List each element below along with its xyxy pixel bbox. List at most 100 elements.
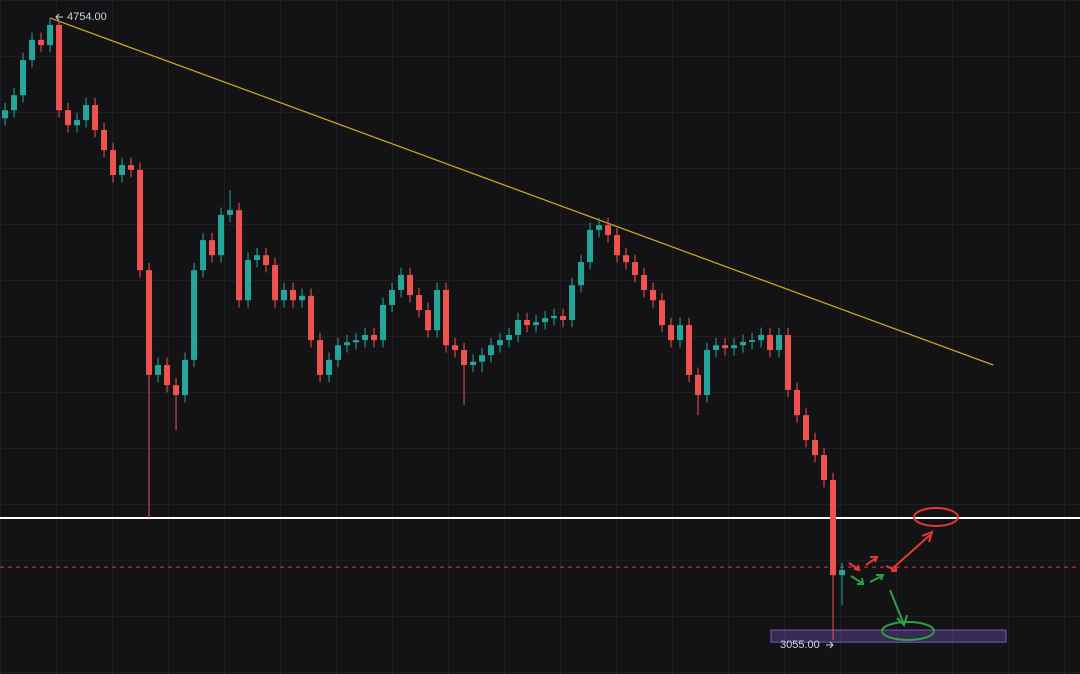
target-ellipse bbox=[913, 507, 959, 527]
drawings bbox=[55, 13, 959, 649]
candle-body bbox=[803, 415, 810, 441]
candle-body bbox=[56, 24, 63, 111]
candle-body bbox=[47, 24, 54, 46]
candle-body bbox=[38, 39, 45, 46]
candle-body bbox=[668, 325, 675, 341]
candle-body bbox=[560, 315, 567, 320]
candle-body bbox=[29, 39, 36, 61]
candle-body bbox=[686, 325, 693, 375]
candle-body bbox=[389, 289, 396, 305]
candle-body bbox=[533, 322, 540, 326]
candle-body bbox=[155, 365, 162, 375]
candle-body bbox=[515, 319, 522, 335]
candle-body bbox=[308, 295, 315, 341]
target-ellipse bbox=[881, 621, 935, 641]
candle-body bbox=[227, 210, 234, 215]
candle-body bbox=[164, 365, 171, 386]
arrow bbox=[850, 574, 885, 585]
candle-body bbox=[398, 274, 405, 290]
candle-body bbox=[497, 340, 504, 346]
candle-body bbox=[110, 150, 117, 175]
candle-body bbox=[128, 165, 135, 170]
candle-body bbox=[812, 440, 819, 456]
candle-body bbox=[749, 340, 756, 342]
candle-body bbox=[137, 169, 144, 271]
candle-body bbox=[740, 341, 747, 346]
candle-body bbox=[146, 270, 153, 375]
candle-body bbox=[578, 262, 585, 286]
candle-body bbox=[191, 270, 198, 360]
candle-body bbox=[776, 334, 783, 350]
candle-body bbox=[11, 95, 18, 111]
candle-body bbox=[641, 274, 648, 290]
candle-body bbox=[839, 570, 846, 576]
candle-body bbox=[695, 374, 702, 396]
candle-body bbox=[236, 210, 243, 301]
candle-body bbox=[767, 334, 774, 350]
candle-body bbox=[569, 285, 576, 320]
candle-body bbox=[353, 340, 360, 343]
arrow bbox=[848, 556, 897, 572]
candle-body bbox=[173, 385, 180, 396]
candle-body bbox=[290, 289, 297, 301]
trendline bbox=[49, 17, 994, 366]
candle-body bbox=[632, 262, 639, 275]
candle-body bbox=[218, 214, 225, 256]
price-label: 4754.00 bbox=[67, 11, 107, 23]
candle-body bbox=[452, 345, 459, 350]
candle-body bbox=[416, 295, 423, 311]
candle-body bbox=[344, 342, 351, 346]
candle-body bbox=[407, 274, 414, 296]
candle-body bbox=[713, 345, 720, 350]
label-arrow bbox=[55, 13, 63, 21]
candle-body bbox=[65, 110, 72, 126]
candle-body bbox=[506, 334, 513, 341]
candle-body bbox=[794, 389, 801, 416]
candle-body bbox=[101, 129, 108, 151]
candle-body bbox=[659, 300, 666, 326]
candle-body bbox=[470, 361, 477, 366]
candle-body bbox=[488, 345, 495, 356]
candle-body bbox=[461, 349, 468, 366]
candle-body bbox=[326, 359, 333, 375]
candle-body bbox=[731, 345, 738, 349]
label-arrow bbox=[826, 641, 834, 649]
candle-body bbox=[74, 120, 81, 126]
candle-body bbox=[272, 265, 279, 301]
candle-body bbox=[425, 310, 432, 331]
candle-body bbox=[20, 60, 27, 96]
candle-body bbox=[119, 165, 126, 175]
arrow bbox=[889, 589, 908, 627]
candle-body bbox=[2, 110, 9, 119]
candle-body bbox=[614, 235, 621, 256]
candle-body bbox=[245, 259, 252, 301]
candle-body bbox=[524, 319, 531, 326]
candle-body bbox=[542, 318, 549, 323]
candle-body bbox=[317, 340, 324, 375]
candle-body bbox=[299, 295, 306, 301]
candle-body bbox=[551, 315, 558, 319]
candle-body bbox=[182, 359, 189, 396]
candle-body bbox=[479, 355, 486, 362]
candle-body bbox=[434, 289, 441, 331]
candle-body bbox=[605, 225, 612, 236]
candle-body bbox=[362, 334, 369, 341]
candle-body bbox=[380, 304, 387, 341]
candle-body bbox=[92, 105, 99, 130]
candle-body bbox=[371, 334, 378, 341]
candle-body bbox=[722, 345, 729, 349]
candle-body bbox=[650, 289, 657, 301]
price-label: 3055.00 bbox=[780, 639, 820, 651]
candle-body bbox=[830, 479, 837, 576]
candle-body bbox=[281, 289, 288, 301]
arrow bbox=[892, 530, 934, 569]
candle-body bbox=[587, 229, 594, 263]
candle-body bbox=[785, 334, 792, 390]
candle-body bbox=[83, 105, 90, 121]
candle-body bbox=[704, 349, 711, 396]
candle-body bbox=[623, 255, 630, 263]
candle-body bbox=[254, 255, 261, 260]
candle-body bbox=[821, 455, 828, 480]
candle-body bbox=[596, 225, 603, 230]
